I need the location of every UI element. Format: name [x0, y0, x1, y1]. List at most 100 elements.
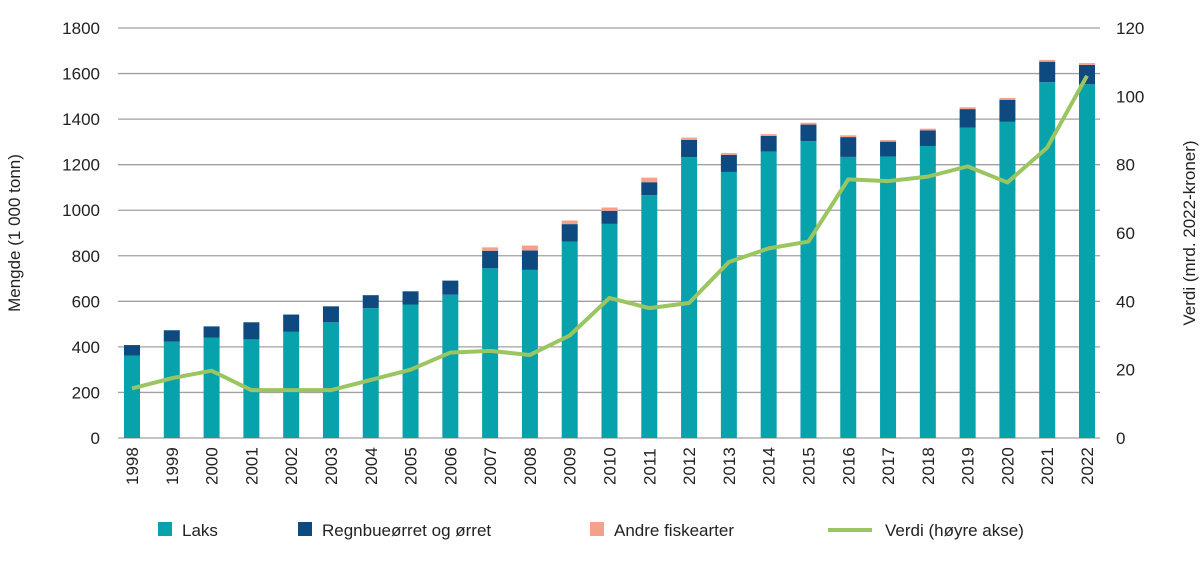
bar-andre-2012	[681, 137, 698, 140]
x-tick-label: 2014	[760, 447, 779, 485]
y-tick-label: 1800	[62, 19, 100, 38]
x-axis-ticks: 1998 1999 2000 2001 2002 2003 2004 2005 2006 2007…	[123, 447, 1097, 485]
bar-laks-2004	[362, 308, 379, 438]
bar-laks-2021	[1039, 82, 1056, 438]
bar-regnbueørret-2001	[243, 322, 260, 340]
bar-laks-2013	[720, 171, 737, 438]
bar-andre-2019	[959, 107, 976, 110]
bar-laks-2000	[203, 337, 220, 438]
y2-tick-label: 40	[1116, 292, 1135, 311]
x-tick-label: 2006	[441, 447, 460, 485]
left-axis-ticks: 0 200 400 600 800 1000 1200 1400 1600 1800	[62, 19, 100, 448]
bar-laks-2007	[482, 268, 499, 438]
bar-regnbueørret-2003	[322, 306, 339, 323]
bar-regnbueørret-2021	[1039, 61, 1056, 83]
bar-regnbueørret-1999	[163, 330, 180, 342]
x-tick-label: 2008	[521, 447, 540, 485]
bar-laks-1999	[163, 341, 180, 438]
bar-laks-2022	[1079, 84, 1095, 438]
bar-regnbueørret-2015	[800, 124, 817, 142]
x-tick-label: 2000	[203, 447, 222, 485]
bar-andre-2017	[880, 140, 897, 142]
x-tick-label: 2001	[242, 447, 261, 485]
x-tick-label: 2003	[322, 447, 341, 485]
x-tick-label: 2015	[799, 447, 818, 485]
bar-regnbueørret-1998	[124, 345, 140, 356]
bar-laks-2003	[322, 322, 339, 438]
left-axis-label: Mengde (1 000 tonn)	[5, 154, 24, 312]
bar-andre-2015	[800, 122, 817, 125]
x-tick-label: 2022	[1078, 447, 1097, 485]
x-tick-label: 2012	[680, 447, 699, 485]
x-tick-label: 2016	[839, 447, 858, 485]
x-tick-label: 2009	[561, 447, 580, 485]
x-tick-label: 2011	[640, 448, 659, 485]
bar-regnbueørret-2004	[362, 295, 379, 309]
bar-laks-2020	[999, 121, 1016, 438]
bar-regnbueørret-2007	[482, 250, 499, 269]
bar-laks-2019	[959, 127, 976, 439]
y-tick-label: 200	[72, 383, 100, 402]
bar-regnbueørret-2000	[203, 326, 220, 338]
verdi-line	[131, 74, 1089, 393]
y2-tick-label: 0	[1116, 429, 1125, 448]
bar-regnbueørret-2009	[561, 224, 578, 242]
right-axis-ticks: 0 20 40 60 80 100 120	[1116, 19, 1144, 448]
legend-label: Verdi (høyre akse)	[885, 521, 1024, 540]
bar-laks-2015	[800, 141, 817, 438]
y2-tick-label: 120	[1116, 19, 1144, 38]
y2-tick-label: 20	[1116, 361, 1135, 380]
bar-regnbueørret-2011	[641, 182, 658, 196]
x-tick-label: 2007	[481, 447, 500, 485]
legend-swatch	[590, 522, 604, 536]
x-tick-label: 2010	[601, 447, 620, 485]
bar-andre-2021	[1039, 59, 1056, 62]
bar-regnbueørret-2016	[840, 137, 857, 157]
bar-regnbueørret-2014	[760, 135, 777, 152]
y-tick-label: 800	[72, 247, 100, 266]
bar-regnbueørret-2013	[720, 154, 737, 172]
legend-swatch	[158, 522, 172, 536]
bar-regnbueørret-2022	[1079, 64, 1095, 85]
x-tick-label: 2004	[362, 447, 381, 485]
bar-andre-2009	[561, 220, 578, 225]
y-tick-label: 1000	[62, 201, 100, 220]
x-tick-label: 2013	[720, 447, 739, 485]
legend-swatch	[298, 522, 312, 536]
x-tick-label: 2002	[282, 447, 301, 485]
bar-andre-2010	[601, 207, 618, 211]
bar-regnbueørret-2019	[959, 109, 976, 128]
bar-laks-2018	[919, 145, 936, 438]
y-tick-label: 0	[91, 429, 100, 448]
legend-label: Regnbueørret og ørret	[322, 521, 491, 540]
bar-laks-1998	[124, 355, 140, 438]
y-tick-label: 600	[72, 292, 100, 311]
bar-andre-2008	[521, 245, 538, 251]
bar-andre-2013	[720, 153, 737, 155]
bar-regnbueørret-2020	[999, 99, 1016, 122]
bar-laks-2006	[442, 294, 459, 438]
x-tick-label: 2020	[998, 447, 1017, 485]
legend-label: Andre fiskearter	[614, 521, 734, 540]
bar-laks-2016	[840, 156, 857, 438]
legend: Laks Regnbueørret og ørret Andre fiskearte…	[158, 521, 1024, 540]
y-tick-label: 1400	[62, 110, 100, 129]
bar-andre-2007	[482, 247, 499, 251]
y2-tick-label: 60	[1116, 224, 1135, 243]
bar-andre-2020	[999, 97, 1016, 100]
legend-label: Laks	[182, 521, 218, 540]
bar-laks-2017	[880, 156, 897, 438]
bar-laks-2011	[641, 195, 658, 438]
x-tick-label: 1998	[123, 447, 142, 485]
x-tick-label: 1999	[163, 447, 182, 485]
y-tick-label: 1600	[62, 65, 100, 84]
x-tick-label: 2019	[959, 447, 978, 485]
bar-andre-2016	[840, 135, 857, 138]
y-tick-label: 1200	[62, 156, 100, 175]
value-line	[131, 74, 1089, 393]
bar-andre-2022	[1079, 63, 1095, 65]
bar-andre-2011	[641, 177, 658, 183]
bar-regnbueørret-2002	[283, 314, 300, 332]
bar-andre-2018	[919, 128, 936, 131]
